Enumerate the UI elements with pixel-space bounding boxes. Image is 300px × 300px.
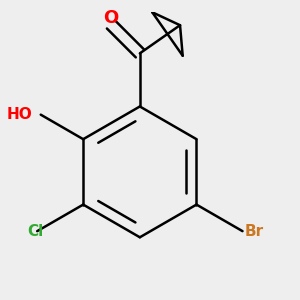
Text: Cl: Cl xyxy=(27,224,43,239)
Text: Br: Br xyxy=(244,224,264,239)
Text: HO: HO xyxy=(7,107,33,122)
Text: O: O xyxy=(103,9,118,27)
